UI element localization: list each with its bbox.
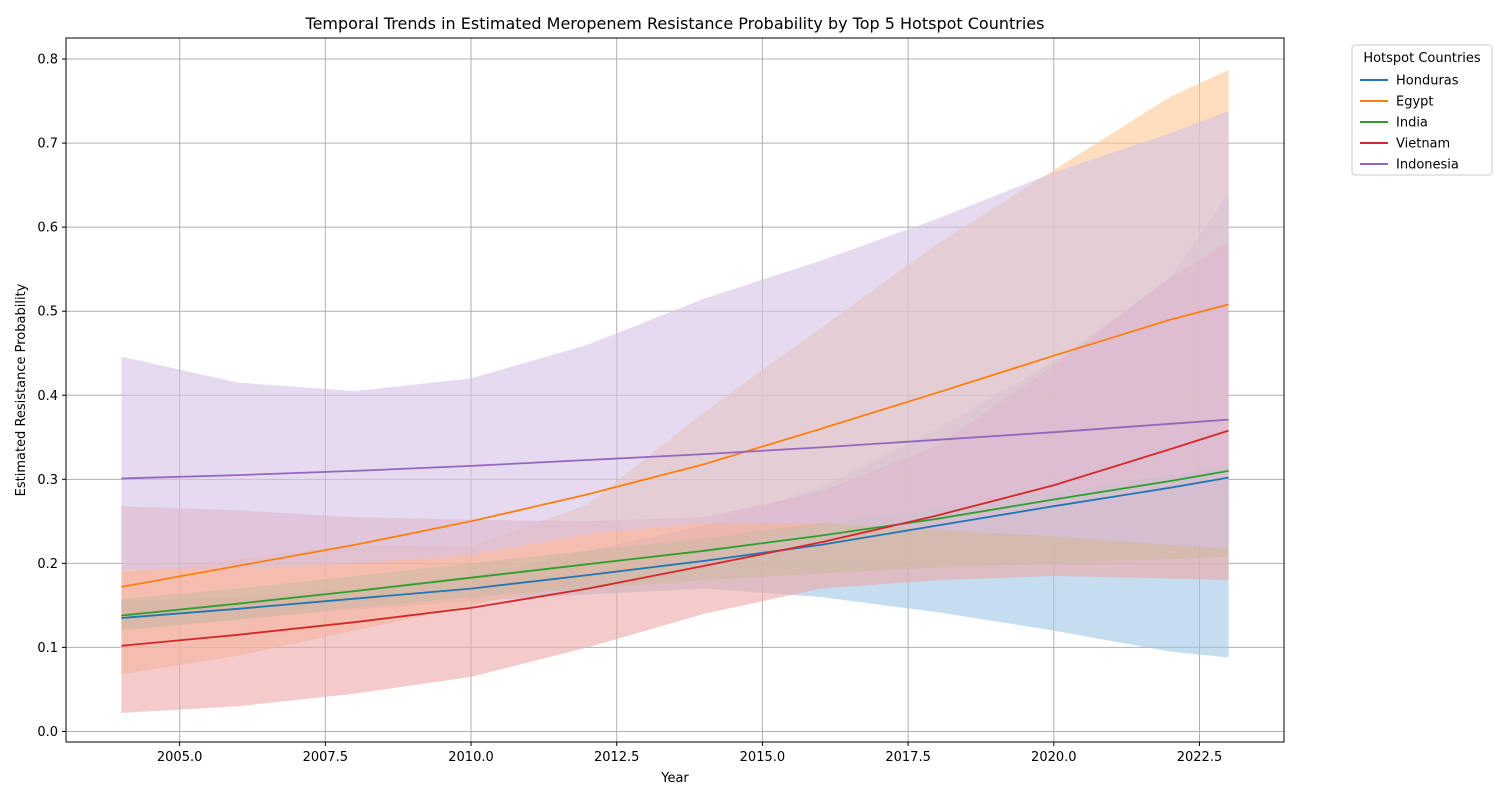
y-tick-label: 0.1: [37, 641, 58, 656]
line-egypt: [121, 303, 1229, 588]
line-indonesia: [121, 418, 1229, 480]
x-tick-label: 2007.5: [303, 750, 349, 765]
y-tick-label: 0.0: [37, 725, 58, 740]
legend-label-egypt: Egypt: [1396, 95, 1434, 110]
x-tick-label: 2017.5: [885, 750, 931, 765]
legend: Hotspot Countries Honduras Egypt India Viet…: [1351, 44, 1493, 176]
y-axis-ticks: 0.0 0.1 0.2 0.3 0.4 0.5 0.6 0.7 0.8: [37, 53, 66, 740]
x-tick-label: 2010.0: [448, 750, 494, 765]
x-tick-label: 2020.0: [1031, 750, 1077, 765]
legend-label-india: India: [1396, 116, 1428, 131]
band-indonesia: [121, 111, 1229, 571]
y-tick-label: 0.5: [37, 305, 58, 320]
x-tick-label: 2012.5: [594, 750, 640, 765]
x-tick-label: 2022.5: [1177, 750, 1223, 765]
y-tick-label: 0.3: [37, 473, 58, 488]
series-lines: [121, 303, 1229, 647]
chart-title: Temporal Trends in Estimated Meropenem R…: [305, 14, 1045, 33]
y-axis-label: Estimated Resistance Probability: [14, 283, 29, 496]
y-tick-label: 0.8: [37, 53, 58, 68]
legend-items: Honduras Egypt India Vietnam Indonesia: [1360, 74, 1459, 173]
line-honduras: [121, 476, 1229, 619]
legend-label-indonesia: Indonesia: [1396, 158, 1459, 173]
x-axis-ticks: 2005.0 2007.5 2010.0 2012.5 2015.0 2017.5 2020…: [157, 742, 1222, 765]
x-axis-label: Year: [660, 771, 689, 786]
x-tick-label: 2005.0: [157, 750, 203, 765]
legend-title: Hotspot Countries: [1363, 51, 1481, 66]
legend-label-vietnam: Vietnam: [1396, 137, 1450, 152]
line-india: [121, 470, 1229, 617]
y-tick-label: 0.2: [37, 557, 58, 572]
legend-label-honduras: Honduras: [1396, 74, 1459, 89]
line-vietnam: [121, 429, 1229, 647]
y-tick-label: 0.4: [37, 389, 58, 404]
plot-frame: [65, 37, 1285, 743]
x-tick-label: 2015.0: [740, 750, 786, 765]
y-tick-label: 0.6: [37, 221, 58, 236]
y-tick-label: 0.7: [37, 137, 58, 152]
